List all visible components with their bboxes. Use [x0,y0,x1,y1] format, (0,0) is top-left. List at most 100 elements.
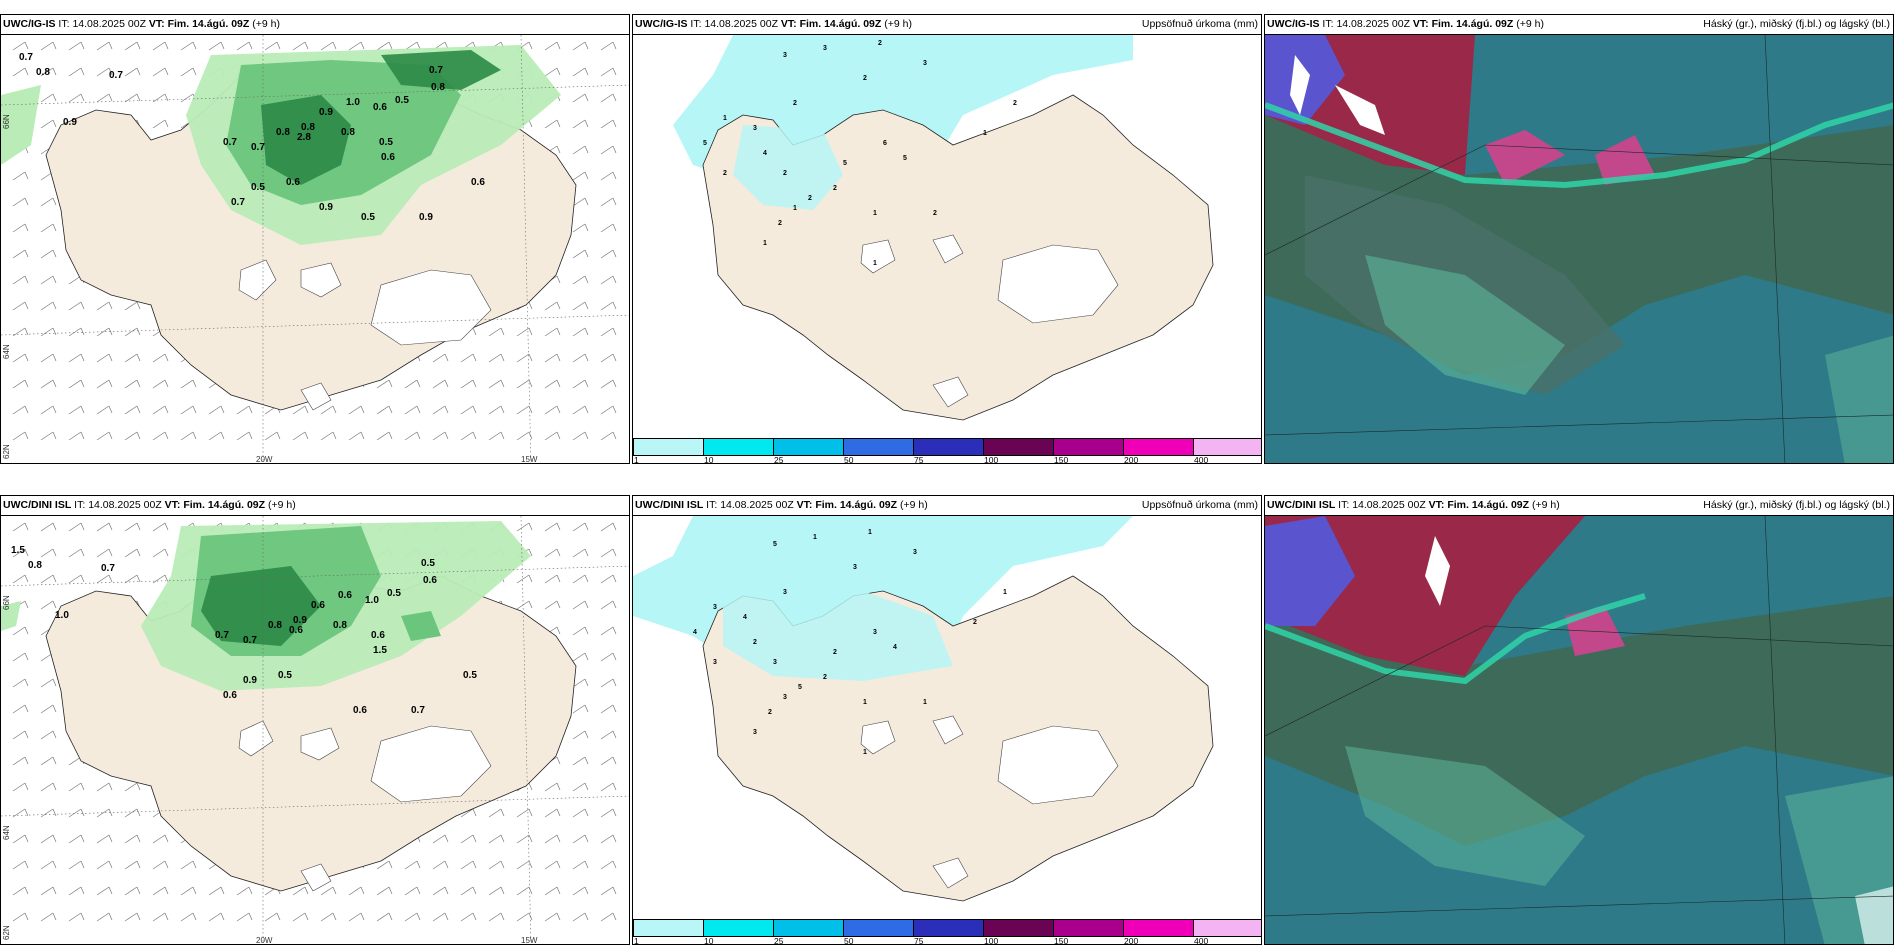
wind-barb-flag [556,548,561,557]
wind-barb [68,379,82,389]
wind-barb-flag [612,574,617,583]
precip-value-label: 2 [863,75,867,82]
vt-value: Fim. 14.ágú. 09Z [799,18,882,30]
wind-barb [544,405,558,415]
wind-barb-flag [612,860,617,869]
wind-barb [40,327,54,337]
wind-barb [12,574,26,584]
wind-barb-flag [584,626,589,635]
wind-barb [628,686,629,687]
precip-value-label: 2 [768,709,772,716]
wind-barb-flag [304,912,309,921]
precip-value-label: 2 [1013,100,1017,107]
wind-barb [628,257,629,258]
precip-value-label: 2 [823,674,827,681]
wind-barb-flag [444,860,449,869]
it-value: 14.08.2025 00Z [1336,18,1410,30]
wind-barb [572,782,586,792]
precip-value-label: 3 [783,589,787,596]
wind-barb [376,405,390,415]
wind-barb [488,353,502,363]
wind-barb [600,171,614,181]
wind-barb-flag [612,249,617,258]
wind-barb-flag [584,834,589,843]
wind-barb-flag [556,301,561,310]
wind-barb [432,431,446,441]
wind-barb [628,101,629,102]
it-label: IT: [58,18,70,30]
wind-barb [544,301,558,311]
precip-values: 3 3 2 3 2 2 1 3 5 4 2 2 5 6 5 2 1 2 1 2 1 2 1 2 1 [703,40,1017,267]
wind-barb-flag [500,912,505,921]
wind-barb [124,808,138,818]
wind-barb [600,522,614,532]
wind-barb [600,223,614,233]
wind-barb-flag [108,327,113,336]
precip-map: 3 3 2 3 2 2 1 3 5 4 2 2 5 6 5 2 1 2 1 2 1 2 1 2 1 [633,35,1261,438]
wind-barb-flag [164,886,169,895]
wind-barb [544,574,558,584]
wind-barb-flag [248,912,253,921]
rain-wind-panel-dini: UWC/DINI ISL IT: 14.08.2025 00Z VT: Fim.… [0,495,630,945]
wind-barb [600,145,614,155]
wind-barb-flag [500,353,505,362]
wind-barb [460,860,474,870]
model-name: UWC/IG-IS [635,18,688,30]
wind-barb [320,886,334,896]
wind-barb-flag [164,912,169,921]
wind-barb-flag [584,119,589,128]
it-label: IT: [1322,18,1334,30]
wind-barb [628,530,629,531]
wind-barb [516,808,530,818]
wind-barb [488,808,502,818]
wind-barb-flag [108,522,113,531]
wind-barb-flag [500,808,505,817]
wind-barb-flag [556,756,561,765]
wind-barb-flag [192,860,197,869]
wind-barb-flag [556,834,561,843]
wind-barb [12,678,26,688]
wind-barb [572,405,586,415]
wind-barb-flag [192,379,197,388]
colorbar-tick: 200 [1124,936,1139,945]
wind-barb-flag [556,522,561,531]
wind-barb-flag [52,353,57,362]
wind-barb-flag [500,860,505,869]
wind-barb [40,886,54,896]
wind-barb [68,860,82,870]
precip-value-label: 2 [808,195,812,202]
wind-barb-flag [220,41,225,50]
rain-value-label: 0.6 [423,575,437,586]
wind-barb-flag [528,600,533,609]
wind-barb [600,704,614,714]
precip-value-label: 3 [923,60,927,67]
wind-barb-flag [556,860,561,869]
wind-barb-flag [136,860,141,869]
wind-barb [348,431,362,441]
colorbar-swatch [983,919,1054,937]
wind-barb-flag [24,67,29,76]
wind-barb [544,886,558,896]
wind-barb [68,782,82,792]
precip-value-label: 3 [823,45,827,52]
wind-barb [348,405,362,415]
wind-barb [572,912,586,922]
wind-barb-flag [584,197,589,206]
wind-barb [600,327,614,337]
wind-barb-flag [556,119,561,128]
wind-barb-flag [500,405,505,414]
it-label: IT: [74,499,86,511]
wind-barb-flag [416,379,421,388]
wind-barb-flag [528,379,533,388]
wind-barb [124,353,138,363]
wind-barb [572,275,586,285]
wind-barb-flag [192,886,197,895]
wind-barb [544,119,558,129]
model-name: UWC/IG-IS [1267,18,1320,30]
wind-barb [96,834,110,844]
model-name: UWC/IG-IS [3,18,56,30]
wind-barb-flag [80,327,85,336]
wind-barb-flag [52,327,57,336]
rain-value-label: 0.9 [419,212,433,223]
wind-barb [12,301,26,311]
